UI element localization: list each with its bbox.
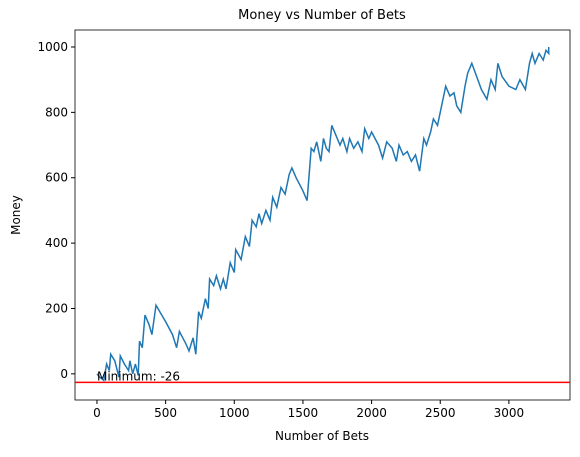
y-tick-label: 1000 [37, 40, 68, 54]
data-line [96, 47, 550, 382]
x-tick-label: 2500 [425, 406, 456, 420]
x-tick-label: 1000 [219, 406, 250, 420]
y-tick-label: 0 [60, 367, 68, 381]
x-tick-label: 500 [154, 406, 177, 420]
x-tick-label: 1500 [288, 406, 319, 420]
minimum-annotation: Minimum: -26 [97, 369, 180, 383]
y-tick-label: 400 [45, 236, 68, 250]
y-tick-label: 800 [45, 105, 68, 119]
plot-frame [74, 29, 571, 401]
chart-title: Money vs Number of Bets [238, 8, 406, 23]
y-tick-label: 200 [45, 301, 68, 315]
x-tick-label: 3000 [494, 406, 525, 420]
x-tick-label: 2000 [356, 406, 387, 420]
y-tick-label: 600 [45, 171, 68, 185]
x-tick-label: 0 [93, 406, 101, 420]
y-axis-label: Money [9, 195, 23, 235]
x-axis-label: Number of Bets [275, 429, 369, 443]
